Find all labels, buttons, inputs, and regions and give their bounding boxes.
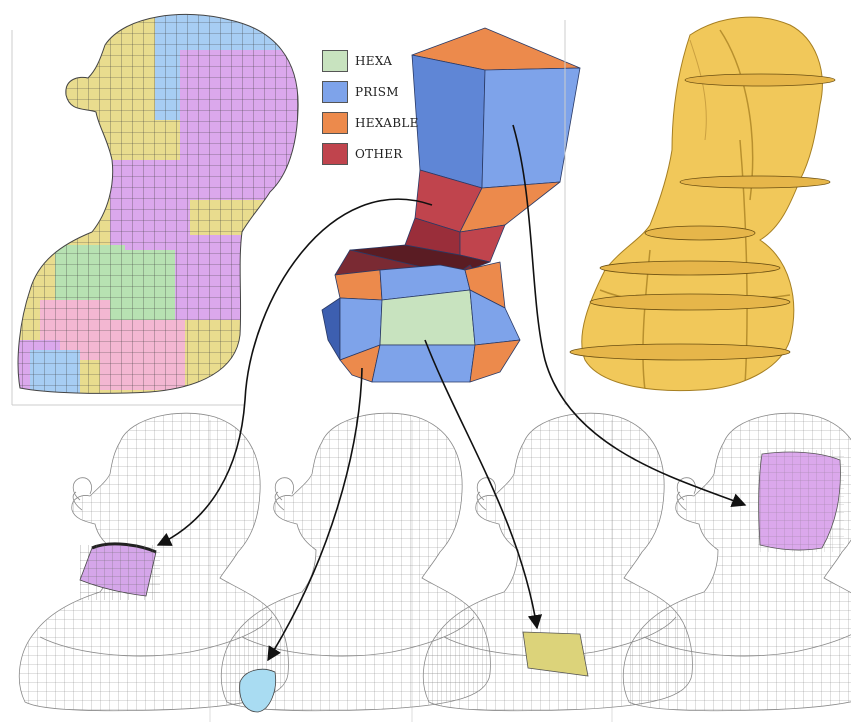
- legend-label-hexa: HEXA: [355, 53, 393, 68]
- legend-item-prism: PRISM: [322, 79, 432, 104]
- connector-arrows: [156, 124, 747, 662]
- legend-label-hexable: HEXABLE: [355, 115, 419, 130]
- wireframe-shoulder-patch: [220, 412, 491, 713]
- legend-item-hexable: HEXABLE: [322, 110, 432, 135]
- legend-item-other: OTHER: [322, 141, 432, 166]
- legend-label-other: OTHER: [355, 146, 403, 161]
- wireframe-neck-patch: [18, 412, 289, 712]
- hexa-swatch: [322, 49, 348, 72]
- other-swatch: [322, 142, 348, 165]
- hexable-swatch: [322, 111, 348, 134]
- prism-swatch: [322, 80, 348, 103]
- arrow-to-neck: [156, 198, 433, 546]
- wireframe-face-patch: [622, 412, 851, 712]
- arrow-to-chest: [424, 339, 543, 630]
- arrow-to-face: [512, 124, 747, 508]
- legend-item-hexa: HEXA: [322, 48, 432, 73]
- wireframe-chest-patch: [422, 412, 693, 712]
- legend: HEXA PRISM HEXABLE OTHER: [322, 48, 432, 172]
- polycube-skeleton: [321, 27, 581, 383]
- legend-label-prism: PRISM: [355, 84, 399, 99]
- arrow-to-shoulder: [267, 367, 363, 662]
